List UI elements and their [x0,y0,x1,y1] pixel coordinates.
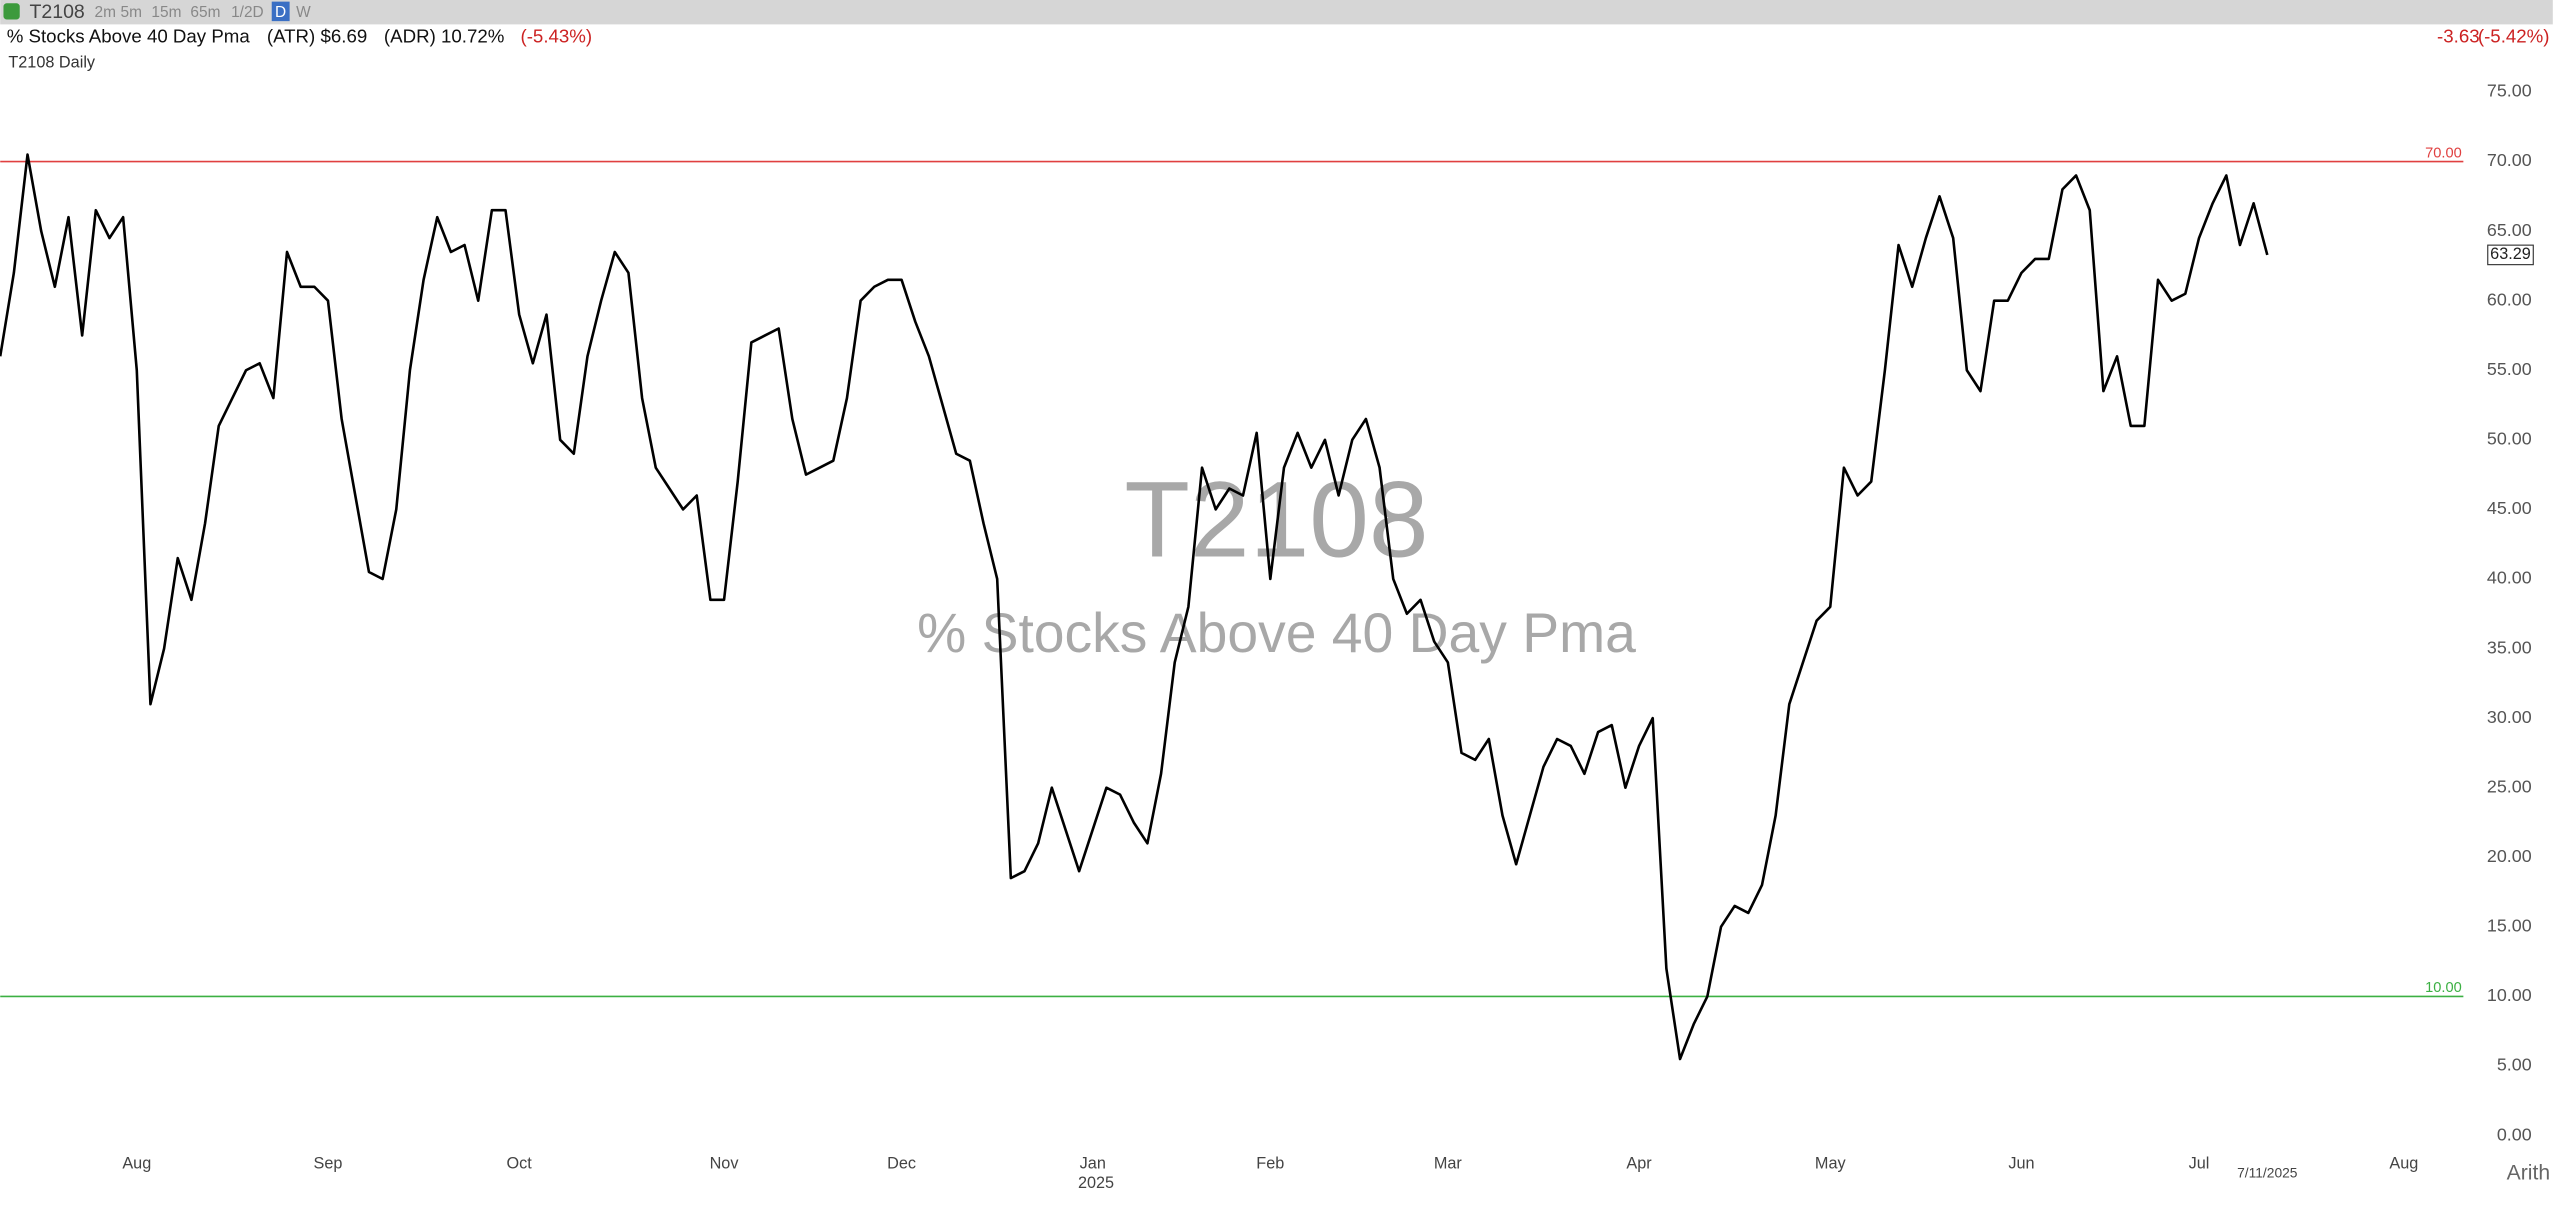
x-tick-label: Aug [122,1154,151,1172]
change-pct: (-5.43%) [520,25,592,46]
symbol[interactable]: T2108 [29,1,84,23]
timeframe[interactable]: 1/2D [231,4,264,21]
toolbar [0,0,2553,25]
y-tick-label: 25.00 [2487,776,2532,796]
right-change-pct: (-5.42%) [2478,25,2550,46]
y-tick-label: 55.00 [2487,359,2532,379]
y-tick-label: 30.00 [2487,707,2532,727]
scale-label[interactable]: Arith [2507,1161,2550,1184]
x-tick-label: Feb [1256,1154,1284,1172]
last-value-label: 63.29 [2490,245,2531,263]
y-tick-label: 50.00 [2487,429,2532,449]
y-tick-label: 35.00 [2487,637,2532,657]
x-tick-label: Oct [507,1154,533,1172]
timeframe-active [271,1,290,22]
x-tick-label: May [1815,1154,1847,1172]
timeframe[interactable]: 15m [151,4,181,21]
x-tick-label: Mar [1434,1154,1463,1172]
timeframe[interactable]: W [296,4,311,21]
x-tick-label: Sep [314,1154,343,1172]
x-tick-label: Nov [710,1154,740,1172]
y-tick-label: 0.00 [2497,1124,2532,1144]
add-icon[interactable] [3,3,20,20]
end-date-label: 7/11/2025 [2237,1164,2298,1180]
x-tick-label: Apr [1626,1154,1652,1172]
y-tick-label: 70.00 [2487,150,2532,170]
timeframe[interactable]: 2m [95,4,116,21]
watermark-title: % Stocks Above 40 Day Pma [917,602,1636,664]
timeframe[interactable]: 5m [121,4,142,21]
right-change: -3.63 [2437,25,2480,46]
x-tick-label: Jun [2008,1154,2034,1172]
x-tick-label: Aug [2389,1154,2418,1172]
timeframe[interactable]: 65m [190,4,220,21]
y-tick-label: 65.00 [2487,220,2532,240]
atr: (ATR) $6.69 [267,25,367,46]
reference-label: 70.00 [2425,145,2462,161]
data-line [0,153,2269,1061]
adr: (ADR) 10.72% [384,25,504,46]
title: % Stocks Above 40 Day Pma [7,25,251,46]
y-tick-label: 75.00 [2487,81,2532,101]
x-tick-label: Jan [1080,1154,1106,1172]
year-label: 2025 [1078,1174,1114,1192]
y-tick-label: 60.00 [2487,289,2532,309]
reference-label: 10.00 [2425,980,2462,996]
x-tick-label: Dec [887,1154,916,1172]
y-tick-label: 10.00 [2487,985,2532,1005]
y-tick-label: 5.00 [2497,1055,2532,1075]
timeframe[interactable]: D [275,4,286,21]
x-tick-label: Jul [2189,1154,2210,1172]
y-tick-label: 45.00 [2487,498,2532,518]
last-value-box [2487,244,2534,266]
pane-label[interactable]: T2108 Daily [8,54,96,72]
y-tick-label: 40.00 [2487,568,2532,588]
y-tick-label: 20.00 [2487,846,2532,866]
y-tick-label: 15.00 [2487,916,2532,936]
